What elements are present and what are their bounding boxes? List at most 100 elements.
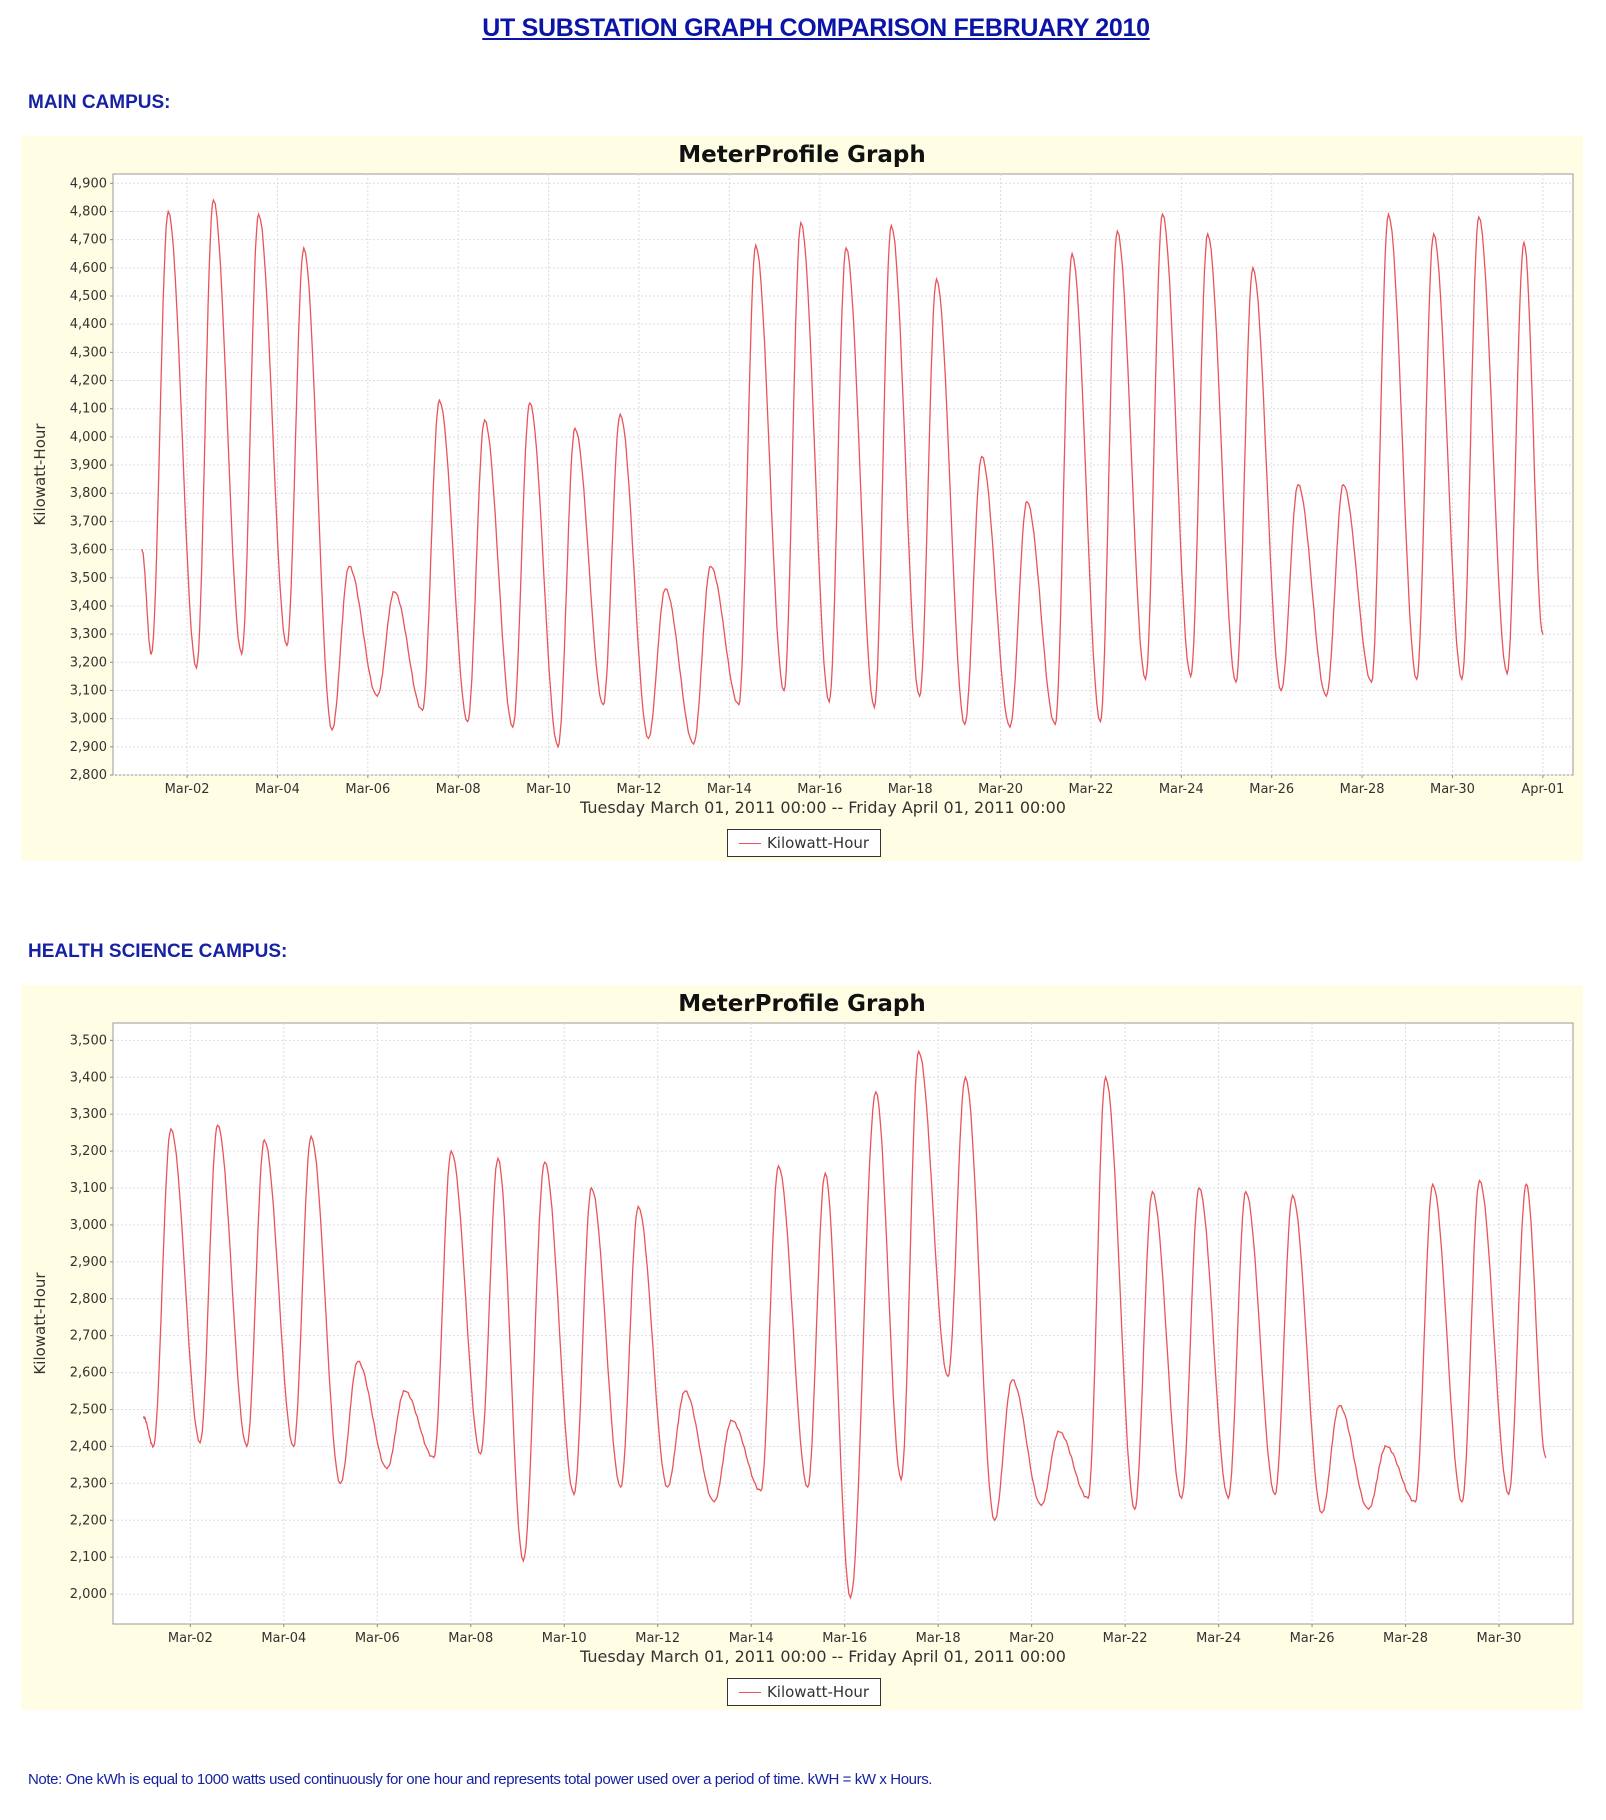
data-point <box>1367 1508 1370 1510</box>
data-point <box>1105 1076 1107 1078</box>
series-line-kilowatt-hour <box>141 198 1544 749</box>
data-point <box>1252 267 1254 269</box>
footnote: Note: One kWh is equal to 1000 watts use… <box>28 1771 933 1788</box>
x-tick-label: Mar-06 <box>345 782 390 797</box>
x-tick-label: Mar-14 <box>729 1631 774 1646</box>
data-point <box>574 427 576 430</box>
chart-panel-health-science-campus: MeterProfile Graph 2,000 2,100 2,200 2,300 2… <box>21 985 1583 1710</box>
data-point <box>620 1486 622 1488</box>
data-point <box>760 1490 762 1492</box>
data-point <box>738 703 740 706</box>
y-tick-label: 3,500 <box>70 571 107 586</box>
y-tick-label: 3,300 <box>70 1107 107 1122</box>
data-point <box>483 419 486 421</box>
chart-panel-main-campus: MeterProfile Graph 2,800 2,900 3,000 3,100 3… <box>21 136 1583 861</box>
data-point <box>684 1390 686 1392</box>
data-point <box>217 1124 219 1126</box>
data-point <box>824 1172 826 1174</box>
data-point <box>199 1442 201 1444</box>
data-point <box>292 1445 295 1448</box>
data-point <box>1280 689 1282 692</box>
legend: Kilowatt-Hour <box>727 1678 881 1706</box>
data-point <box>1432 1183 1434 1185</box>
data-point <box>1385 1445 1387 1448</box>
y-tick-label: 4,400 <box>70 317 107 332</box>
data-point <box>1416 678 1418 680</box>
data-point <box>1387 213 1390 215</box>
data-point <box>1523 241 1525 244</box>
y-tick-label: 2,600 <box>70 1366 107 1381</box>
data-point <box>1116 230 1118 232</box>
x-tick-label: Mar-22 <box>1103 1631 1148 1646</box>
x-tick-label: Mar-18 <box>888 782 933 797</box>
data-point <box>246 1445 248 1448</box>
data-point <box>1291 1194 1294 1196</box>
data-point <box>438 399 440 401</box>
data-point <box>828 701 830 703</box>
y-tick-label: 4,000 <box>70 430 107 445</box>
y-tick-label: 2,500 <box>70 1403 107 1418</box>
data-point <box>1180 1497 1183 1499</box>
data-point <box>807 1486 809 1488</box>
y-tick-label: 3,100 <box>70 1181 107 1196</box>
data-point <box>709 565 712 568</box>
data-point <box>637 1205 639 1208</box>
x-tick-label: Mar-02 <box>168 1631 213 1646</box>
x-tick-label: Mar-26 <box>1249 782 1294 797</box>
data-point <box>143 1416 145 1418</box>
data-point <box>1325 695 1327 697</box>
x-tick-label: Mar-24 <box>1196 1631 1241 1646</box>
data-point <box>900 1479 902 1481</box>
data-point <box>964 723 966 725</box>
data-point <box>713 1501 715 1503</box>
data-point <box>1245 1191 1247 1193</box>
y-tick-label: 4,700 <box>70 233 107 248</box>
y-tick-label: 2,800 <box>70 768 107 783</box>
data-point <box>875 1091 877 1093</box>
data-point <box>258 213 260 215</box>
data-point <box>1545 1456 1547 1459</box>
data-point <box>1321 1512 1323 1514</box>
y-tick-label: 3,300 <box>70 627 107 642</box>
x-tick-label: Mar-12 <box>635 1631 680 1646</box>
plot-area <box>112 173 1574 776</box>
y-tick-label: 4,600 <box>70 261 107 276</box>
data-point <box>1134 1508 1136 1510</box>
data-point <box>647 737 650 739</box>
data-point <box>167 210 169 213</box>
x-tick-label: Mar-20 <box>978 782 1023 797</box>
data-point <box>386 1467 388 1470</box>
x-axis-label: Tuesday March 01, 2011 00:00 -- Friday A… <box>579 1647 1066 1666</box>
y-axis-label: Kilowatt-Hour <box>31 423 49 526</box>
data-point <box>590 1187 593 1189</box>
data-point <box>544 1161 546 1163</box>
x-tick-label: Mar-30 <box>1477 1631 1522 1646</box>
data-point <box>755 244 757 246</box>
x-tick-label: Mar-20 <box>1009 1631 1054 1646</box>
legend-label: Kilowatt-Hour <box>766 1683 870 1701</box>
data-point <box>331 729 333 731</box>
data-point <box>981 456 983 458</box>
data-point <box>1099 720 1101 723</box>
data-point <box>522 1560 524 1562</box>
plot-area <box>112 1022 1574 1625</box>
y-tick-label: 3,500 <box>70 1033 107 1048</box>
data-point <box>1478 216 1480 218</box>
y-tick-label: 3,000 <box>70 1218 107 1233</box>
legend-line-swatch <box>738 1691 761 1693</box>
y-tick-label: 2,300 <box>70 1476 107 1491</box>
data-point <box>573 1493 575 1496</box>
y-tick-label: 3,200 <box>70 1144 107 1159</box>
data-point <box>1190 675 1192 677</box>
data-point <box>263 1139 265 1141</box>
data-point <box>731 1419 733 1422</box>
data-point <box>1338 1405 1340 1407</box>
data-point <box>890 224 892 227</box>
data-point <box>1040 1504 1042 1507</box>
data-point <box>1433 233 1435 235</box>
data-point <box>339 1482 341 1484</box>
x-tick-label: Mar-22 <box>1068 782 1113 797</box>
x-tick-label: Mar-28 <box>1340 782 1385 797</box>
page-title: UT SUBSTATION GRAPH COMPARISON FEBRUARY … <box>482 14 1150 42</box>
data-point <box>918 1050 920 1053</box>
